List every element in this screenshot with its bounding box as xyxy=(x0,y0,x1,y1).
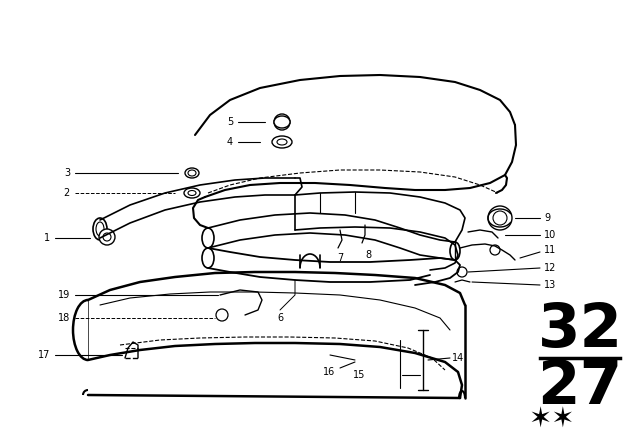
Text: 4: 4 xyxy=(227,137,233,147)
Ellipse shape xyxy=(184,188,200,198)
Text: 8: 8 xyxy=(365,250,371,260)
Text: 16: 16 xyxy=(323,367,335,377)
Ellipse shape xyxy=(185,168,199,178)
Text: 12: 12 xyxy=(544,263,556,273)
Text: 6: 6 xyxy=(277,313,283,323)
Text: ✶✶: ✶✶ xyxy=(529,406,575,434)
Circle shape xyxy=(274,114,290,130)
Text: 1: 1 xyxy=(44,233,50,243)
Circle shape xyxy=(216,309,228,321)
Text: 7: 7 xyxy=(337,253,343,263)
Ellipse shape xyxy=(93,218,107,240)
Text: 5: 5 xyxy=(227,117,233,127)
Ellipse shape xyxy=(274,116,290,128)
Text: 10: 10 xyxy=(544,230,556,240)
Text: 18: 18 xyxy=(58,313,70,323)
Text: 3: 3 xyxy=(64,168,70,178)
Circle shape xyxy=(278,118,286,126)
Text: 14: 14 xyxy=(452,353,464,363)
Ellipse shape xyxy=(450,242,460,260)
Text: 2: 2 xyxy=(64,188,70,198)
Ellipse shape xyxy=(272,136,292,148)
Circle shape xyxy=(99,229,115,245)
Circle shape xyxy=(457,267,467,277)
Text: 15: 15 xyxy=(353,370,365,380)
Ellipse shape xyxy=(188,190,196,195)
Circle shape xyxy=(493,211,507,225)
Circle shape xyxy=(488,206,512,230)
Text: 13: 13 xyxy=(544,280,556,290)
Ellipse shape xyxy=(188,170,196,176)
Ellipse shape xyxy=(202,228,214,248)
Text: 17: 17 xyxy=(38,350,50,360)
Text: 11: 11 xyxy=(544,245,556,255)
Circle shape xyxy=(103,233,111,241)
Ellipse shape xyxy=(277,139,287,145)
Ellipse shape xyxy=(202,248,214,268)
Ellipse shape xyxy=(96,222,104,236)
Text: 32: 32 xyxy=(538,301,623,359)
Text: 9: 9 xyxy=(544,213,550,223)
Text: 27: 27 xyxy=(538,358,623,418)
Text: 19: 19 xyxy=(58,290,70,300)
Circle shape xyxy=(490,245,500,255)
